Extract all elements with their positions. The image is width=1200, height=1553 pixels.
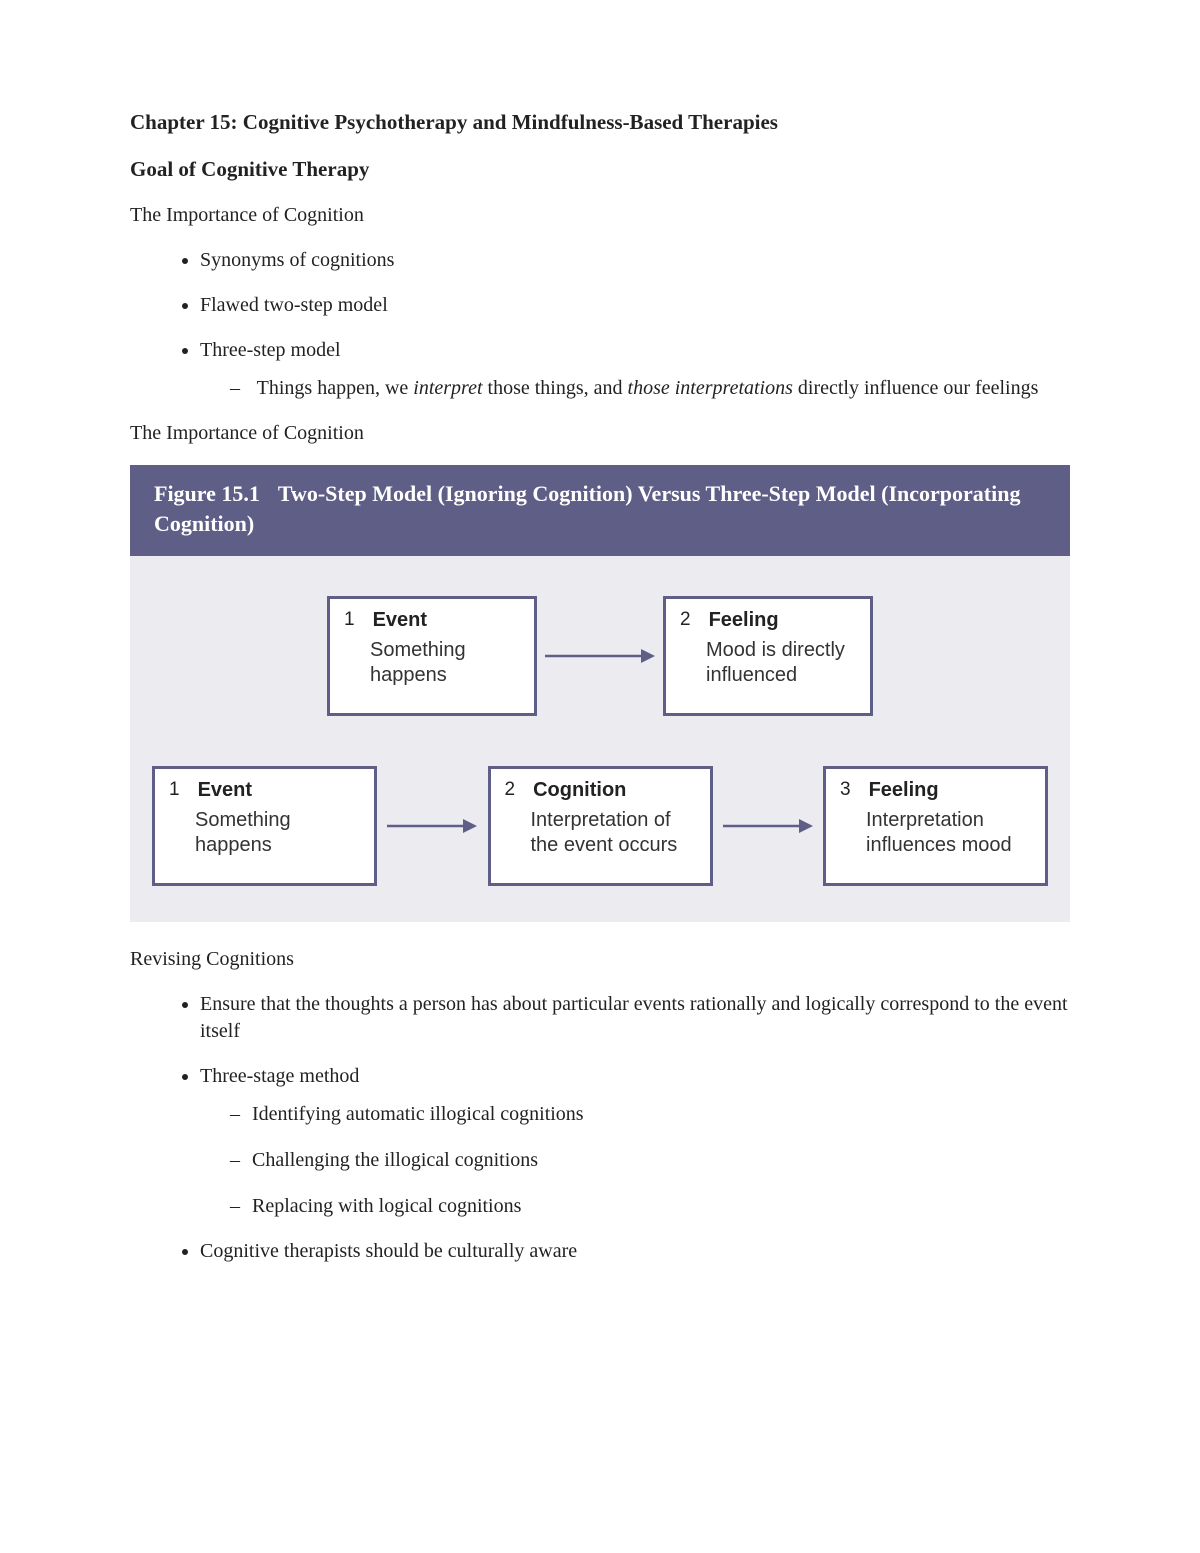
text-run: Challenging the illogical cognitions <box>252 1149 538 1171</box>
figure-body: 1 Event Something happens 2 Feeling Mood i… <box>130 556 1070 922</box>
bullet-item: Ensure that the thoughts a person has ab… <box>200 991 1070 1045</box>
arrow-right-icon <box>545 646 655 666</box>
box-description: Mood is directly influenced <box>680 638 856 688</box>
figure-15-1: Figure 15.1Two-Step Model (Ignoring Cogn… <box>130 465 1070 922</box>
box-description: Interpretation of the event occurs <box>505 808 696 858</box>
paragraph: Revising Cognitions <box>130 946 1070 973</box>
box-number: 3 <box>840 779 851 801</box>
bullet-text: Three-stage method <box>200 1065 359 1087</box>
box-label: Feeling <box>869 779 939 802</box>
arrow-wrap <box>537 646 663 666</box>
text-run: Things happen, we <box>257 377 414 399</box>
box-number: 1 <box>344 609 355 631</box>
section-title: Goal of Cognitive Therapy <box>130 157 1070 182</box>
sub-item: – Things happen, we interpret those thin… <box>258 374 1070 402</box>
box-description: Something happens <box>344 638 520 688</box>
figure-header: Figure 15.1Two-Step Model (Ignoring Cogn… <box>130 465 1070 556</box>
box-description: Interpretation influences mood <box>840 808 1031 858</box>
italic-text: those interpretations <box>628 377 793 399</box>
sub-item: –Replacing with logical cognitions <box>258 1192 1070 1220</box>
flow-box-cognition: 2 Cognition Interpretation of the event o… <box>488 766 713 886</box>
text-run: those things, and <box>483 377 628 399</box>
flow-box-event: 1 Event Something happens <box>327 596 537 716</box>
box-number: 1 <box>169 779 180 801</box>
flow-row-three-step: 1 Event Something happens 2 Cognition Inte… <box>152 766 1048 886</box>
figure-label: Figure 15.1 <box>154 481 260 506</box>
flow-box-event: 1 Event Something happens <box>152 766 377 886</box>
chapter-title: Chapter 15: Cognitive Psychotherapy and … <box>130 110 1070 135</box>
bullet-item: Flawed two-step model <box>200 292 1070 319</box>
italic-text: interpret <box>413 377 482 399</box>
box-label: Event <box>198 779 252 802</box>
document-page: Chapter 15: Cognitive Psychotherapy and … <box>0 0 1200 1553</box>
sub-item: –Challenging the illogical cognitions <box>258 1146 1070 1174</box>
arrow-right-icon <box>723 816 813 836</box>
dash-icon: – <box>230 1192 252 1220</box>
dash-icon: – <box>230 1100 252 1128</box>
paragraph: The Importance of Cognition <box>130 202 1070 229</box>
bullet-item: Synonyms of cognitions <box>200 247 1070 274</box>
bullet-list: Synonyms of cognitions Flawed two-step m… <box>130 247 1070 402</box>
text-run: Identifying automatic illogical cognitio… <box>252 1103 584 1125</box>
bullet-list: Ensure that the thoughts a person has ab… <box>130 991 1070 1265</box>
bullet-item: Three-step model – Things happen, we int… <box>200 337 1070 402</box>
bullet-item: Three-stage method –Identifying automati… <box>200 1063 1070 1220</box>
flow-row-two-step: 1 Event Something happens 2 Feeling Mood i… <box>152 596 1048 716</box>
dash-icon: – <box>230 374 252 402</box>
text-run: directly influence our feelings <box>793 377 1038 399</box>
box-label: Feeling <box>709 609 779 632</box>
arrow-right-icon <box>387 816 477 836</box>
flow-box-feeling: 3 Feeling Interpretation influences mood <box>823 766 1048 886</box>
arrow-wrap <box>379 816 485 836</box>
bullet-item: Cognitive therapists should be culturall… <box>200 1238 1070 1265</box>
flow-box-feeling: 2 Feeling Mood is directly influenced <box>663 596 873 716</box>
box-label: Cognition <box>533 779 626 802</box>
paragraph: The Importance of Cognition <box>130 420 1070 447</box>
dash-icon: – <box>230 1146 252 1174</box>
box-number: 2 <box>680 609 691 631</box>
sub-item: –Identifying automatic illogical cogniti… <box>258 1100 1070 1128</box>
box-number: 2 <box>505 779 516 801</box>
sub-list: –Identifying automatic illogical cogniti… <box>200 1100 1070 1220</box>
box-description: Something happens <box>169 808 360 858</box>
figure-caption: Two-Step Model (Ignoring Cognition) Vers… <box>154 481 1020 536</box>
bullet-text: Three-step model <box>200 339 341 361</box>
arrow-wrap <box>715 816 821 836</box>
text-run: Replacing with logical cognitions <box>252 1195 521 1217</box>
box-label: Event <box>373 609 427 632</box>
sub-list: – Things happen, we interpret those thin… <box>200 374 1070 402</box>
